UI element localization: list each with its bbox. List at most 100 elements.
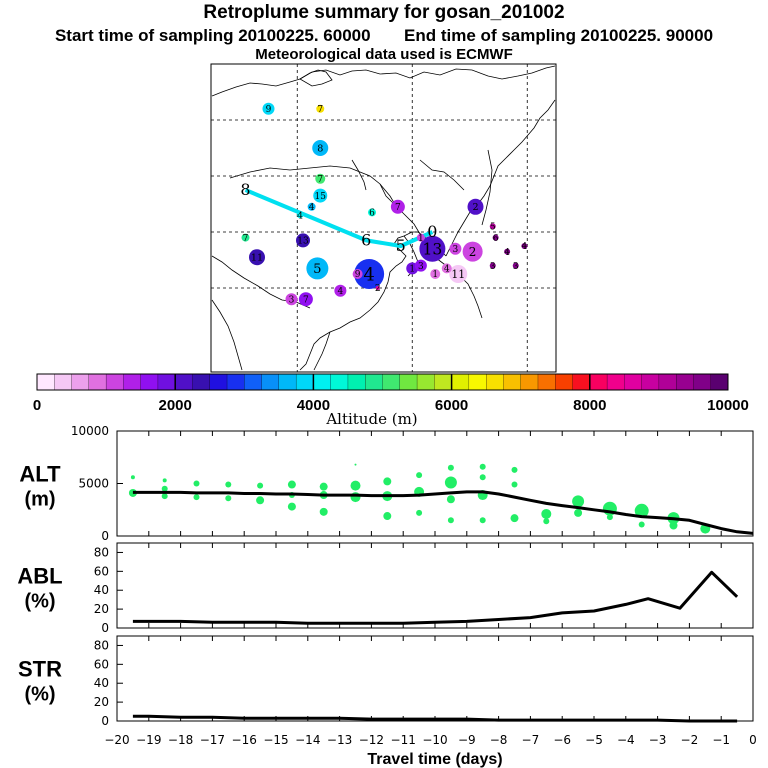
colorbar-cell [503, 373, 522, 391]
colorbar-cell [624, 373, 643, 391]
colorbar: 0 2000 4000 6000 8000 10000 Altitude (m) [33, 373, 749, 428]
cluster-label: 7 [317, 175, 323, 185]
colorbar-cell [347, 373, 366, 391]
cluster-label: 7 [303, 295, 309, 305]
cluster-circle [375, 286, 380, 290]
panel-ylabel: STR [18, 657, 62, 682]
cluster-circle [285, 293, 298, 306]
cluster-circle [354, 259, 385, 289]
colorbar-cell [434, 373, 453, 391]
cluster-marker: 2 [462, 241, 483, 262]
map-frame [210, 63, 557, 373]
colorbar-frame [36, 373, 729, 391]
cluster-circle [296, 233, 310, 248]
x-tick-label: −9 [458, 733, 476, 747]
x-tick-label: −2 [681, 733, 699, 747]
cluster-label: 11 [251, 253, 263, 264]
panel-frame [116, 430, 754, 537]
y-tick-label: 80 [94, 545, 109, 559]
cluster-label: 4 [338, 287, 344, 297]
colorbar-cell [676, 373, 694, 391]
cluster-label: 7 [395, 203, 401, 213]
cluster-circle [449, 265, 468, 283]
alt-scatter-point [161, 493, 168, 500]
alt-scatter-point [447, 464, 454, 471]
x-tick-label: −7 [522, 733, 540, 747]
abl-panel: 0 20 40 60 80 ABL(%) [17, 542, 754, 635]
cluster-label: 9 [266, 105, 272, 115]
border-mongolia [229, 165, 397, 207]
cluster-label: 4 [363, 264, 374, 285]
cluster-marker: 7 [241, 233, 250, 244]
y-tick-label: 20 [94, 602, 109, 616]
cluster-label: 11 [451, 268, 465, 281]
y-tick-label: 0 [101, 529, 109, 543]
cluster-marker: 4 [521, 242, 528, 252]
cluster-circle [390, 199, 405, 214]
alt-scatter-point [256, 496, 265, 505]
cluster-circle [512, 262, 519, 269]
coastline-taymyr [299, 69, 333, 87]
str-panel: 0 20 40 60 80 STR(%) [18, 635, 754, 728]
x-axis-label: Travel time (days) [367, 751, 502, 768]
colorbar-cell [226, 373, 245, 391]
cluster-marker: 13 [419, 235, 446, 262]
alt-scatter-point [447, 517, 454, 524]
cluster-circle [316, 104, 325, 113]
x-tick-label: −10 [422, 733, 447, 747]
cluster-marker: 3 [414, 259, 427, 272]
cluster-circle [298, 292, 313, 307]
alt-scatter-point [511, 481, 518, 488]
cluster-label: 5 [490, 223, 496, 233]
cluster-circle [416, 233, 425, 242]
cluster-circle [419, 235, 446, 262]
cluster-circle [441, 263, 452, 274]
cluster-marker: 5 [306, 257, 329, 280]
colorbar-cells [36, 373, 729, 391]
cluster-marker: 9 [352, 269, 363, 280]
alt-scatter-point [479, 517, 486, 524]
cluster-label: 13 [422, 240, 442, 258]
alt-scatter-point [225, 495, 232, 502]
alt-scatter-point [319, 482, 328, 491]
cluster-circle [312, 140, 329, 156]
alt-scatter-point [510, 514, 519, 523]
x-tick-label: −4 [617, 733, 635, 747]
cluster-circle [297, 212, 304, 219]
cluster-marker: 7 [390, 199, 405, 214]
cluster-circle [249, 249, 265, 266]
cluster-label: 1 [409, 265, 415, 275]
alt-panel: 0 5000 10000 ALT(m) [19, 424, 754, 543]
colorbar-cell [710, 373, 729, 391]
trajectory-label: 8 [240, 180, 250, 199]
y-tick-label: 60 [94, 564, 109, 578]
cluster-circle [462, 241, 483, 262]
colorbar-title: Altitude (m) [325, 410, 417, 428]
cluster-marker: 4 [354, 259, 385, 289]
colorbar-cell [485, 373, 504, 391]
colorbar-cell [382, 373, 401, 391]
alt-scatter-point [257, 482, 264, 489]
cluster-circle [414, 259, 427, 272]
colorbar-cell [295, 373, 314, 391]
alt-scatter-point [574, 508, 583, 517]
alt-scatter-point [638, 521, 645, 528]
alt-scatter-point [572, 495, 585, 508]
alt-scatter-point [669, 521, 678, 530]
alt-scatter-point [383, 512, 392, 521]
y-tick-label: 0 [101, 714, 109, 728]
cluster-label: 8 [317, 143, 323, 154]
panel-ylabel-unit: (%) [24, 684, 55, 706]
colorbar-cell [88, 373, 107, 391]
cluster-circle [368, 208, 376, 217]
cluster-marker: 8 [312, 140, 329, 156]
cluster-label: 1 [432, 270, 438, 280]
cluster-marker: 13 [296, 233, 310, 248]
cluster-marker: 7 [298, 292, 313, 307]
colorbar-cell [330, 373, 349, 391]
coastline-sakhalin [481, 149, 493, 226]
alt-scatter-point [287, 480, 296, 489]
panel-ylabel-unit: (%) [24, 591, 55, 613]
cluster-marker: 4 [307, 202, 316, 213]
alt-scatter-point [511, 466, 518, 473]
